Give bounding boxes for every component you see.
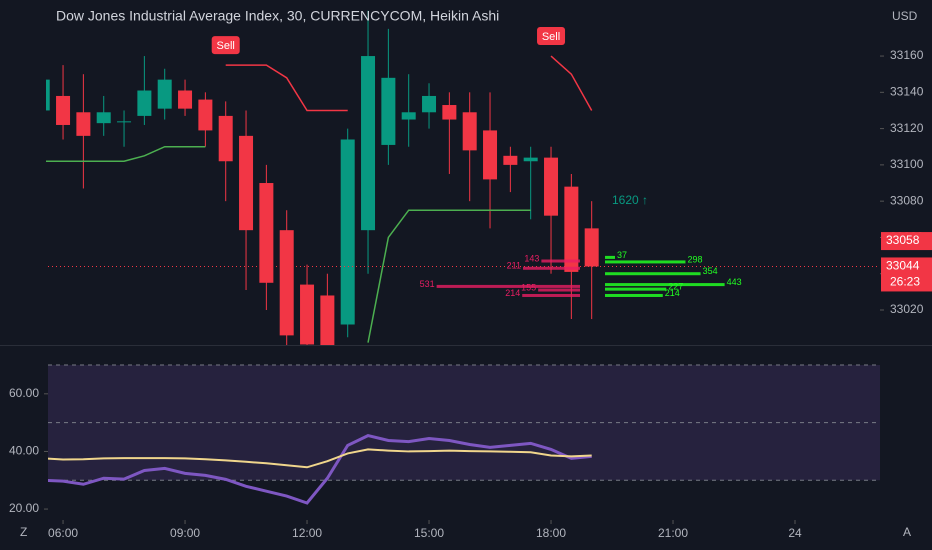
candle-body [381, 77, 396, 145]
axis-label: USD [892, 9, 918, 23]
level-label: 354 [703, 266, 718, 276]
y-tick-label: 33120 [890, 121, 924, 135]
candle-body [401, 112, 416, 120]
signal-badge [211, 36, 240, 55]
indicator-line [48, 434, 592, 505]
candle-body [137, 90, 152, 116]
auto-button[interactable]: A [903, 525, 911, 539]
y-tick-label: 33100 [890, 157, 924, 171]
candle-body [178, 90, 193, 109]
y-tick-label: 33160 [890, 48, 924, 62]
price-badge [881, 257, 932, 292]
indicator-pane [48, 364, 880, 505]
level-bar [436, 284, 580, 288]
level-bar [605, 283, 725, 287]
level-bar [605, 272, 701, 276]
candle-body [46, 79, 50, 111]
level-label: 143 [524, 253, 539, 263]
z-button[interactable]: Z [20, 525, 27, 539]
candle-body [523, 157, 538, 162]
signal-badge [537, 27, 566, 46]
level-bar [605, 255, 615, 259]
x-tick-label: 06:00 [48, 526, 78, 540]
candle-body [503, 155, 518, 165]
level-label: 37 [617, 250, 627, 260]
level-label: 214 [665, 288, 680, 298]
candle-body [483, 130, 498, 180]
candle-body [340, 139, 355, 325]
trend-line [225, 64, 348, 112]
indicator-line [48, 448, 592, 469]
candle-body [56, 95, 71, 125]
level-bar [605, 260, 686, 264]
candle-body [157, 79, 172, 109]
axes: 3302033040330603308033100331203314033160… [9, 48, 932, 540]
chart-title: Dow Jones Industrial Average Index, 30, … [56, 8, 499, 24]
level-bar [523, 266, 580, 270]
x-tick-label: 09:00 [170, 526, 200, 540]
y-tick-label: 33080 [890, 193, 924, 207]
candle-body [462, 112, 477, 151]
candle-body [422, 95, 437, 113]
level-bar [605, 287, 667, 291]
candle-body [320, 295, 335, 345]
candle-body [198, 99, 213, 131]
signal-label: Sell [542, 31, 560, 43]
trend-line [550, 55, 593, 111]
candle-body [544, 157, 559, 216]
candle-body [117, 121, 132, 123]
level-label: 227 [668, 282, 683, 292]
annotation: 1620 ↑ [612, 193, 648, 207]
candle-body [76, 112, 91, 136]
y-tick-label: 60.00 [9, 386, 39, 400]
trend-line [46, 145, 206, 163]
level-bar [541, 259, 580, 263]
price-label: 33058 [886, 233, 920, 247]
price-label: 33044 [886, 259, 920, 273]
candle-body [96, 112, 111, 124]
level-bar [605, 293, 663, 297]
x-tick-label: 12:00 [292, 526, 322, 540]
level-label: 443 [727, 277, 742, 287]
level-label: 531 [420, 279, 435, 289]
candle-body [442, 105, 457, 120]
level-bar [522, 293, 580, 297]
level-bar [538, 288, 580, 292]
candle-body [259, 183, 274, 283]
y-tick-label: 20.00 [9, 501, 39, 515]
y-tick-label: 40.00 [9, 444, 39, 458]
candle-body [300, 284, 315, 345]
x-tick-label: 18:00 [536, 526, 566, 540]
candle-body [218, 115, 233, 162]
y-tick-label: 33020 [890, 302, 924, 316]
price-badge [881, 232, 932, 251]
level-label: 155 [521, 282, 536, 292]
candle-body [584, 228, 599, 267]
x-tick-label: 24 [788, 526, 802, 540]
candle-body [279, 230, 294, 336]
level-label: 298 [687, 254, 702, 264]
x-tick-label: 15:00 [414, 526, 444, 540]
signal-label: Sell [217, 40, 235, 52]
candle-body [564, 186, 579, 272]
level-label: 214 [505, 288, 520, 298]
y-tick-label: 33140 [890, 84, 924, 98]
candle-body [239, 135, 254, 231]
candle-body [361, 56, 376, 231]
trend-line [367, 209, 531, 343]
x-tick-label: 21:00 [658, 526, 688, 540]
level-label: 211 [507, 261, 521, 271]
countdown: 26:23 [890, 275, 920, 289]
